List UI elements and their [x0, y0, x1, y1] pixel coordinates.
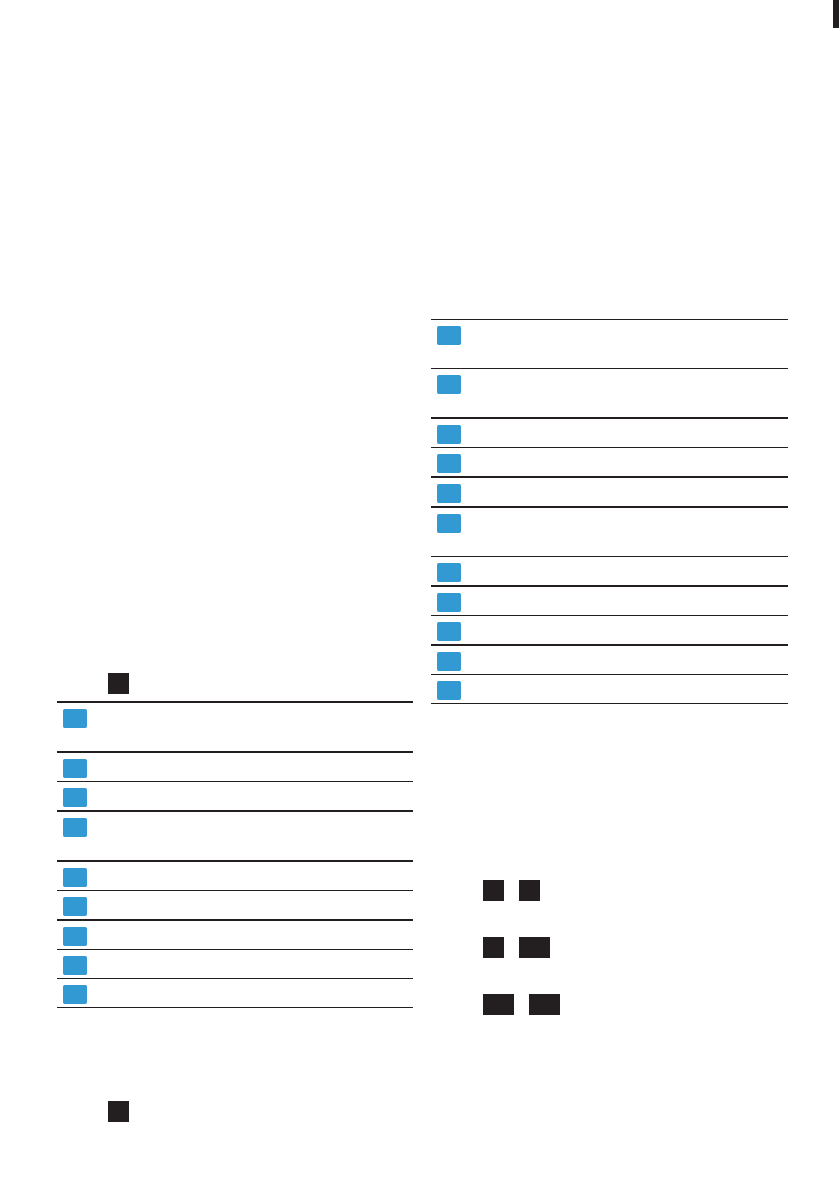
table-row	[57, 782, 413, 812]
table-row	[57, 891, 413, 921]
row-marker-icon	[437, 622, 461, 641]
table-row	[431, 419, 788, 448]
table-row	[431, 557, 788, 587]
table-row	[57, 812, 413, 862]
row-marker-icon	[63, 759, 87, 778]
key-symbol	[108, 1101, 129, 1122]
row-marker-icon	[437, 652, 461, 671]
row-marker-icon	[437, 593, 461, 612]
row-marker-icon	[437, 326, 461, 345]
row-marker-icon	[63, 868, 87, 887]
row-marker-icon	[437, 425, 461, 444]
table-row	[57, 753, 413, 782]
table-row	[431, 616, 788, 646]
table-row	[431, 508, 788, 557]
key-symbol	[529, 994, 560, 1015]
key-symbol	[108, 673, 129, 694]
table-row	[57, 979, 413, 1008]
row-marker-icon	[63, 956, 87, 975]
left-table	[57, 701, 413, 1008]
key-symbol	[483, 880, 504, 901]
row-marker-icon	[63, 897, 87, 916]
page-edge-marker	[833, 0, 839, 28]
table-row	[431, 369, 788, 419]
table-row	[431, 587, 788, 616]
row-marker-icon	[437, 375, 461, 394]
key-symbol	[483, 994, 514, 1015]
key-symbol	[483, 937, 504, 958]
table-row	[431, 448, 788, 478]
row-marker-icon	[63, 927, 87, 946]
row-marker-icon	[437, 454, 461, 473]
right-table	[431, 319, 788, 704]
key-symbol	[519, 937, 550, 958]
key-symbol	[519, 880, 540, 901]
table-row	[57, 950, 413, 979]
table-row	[57, 921, 413, 950]
row-marker-icon	[63, 818, 87, 837]
row-marker-icon	[437, 514, 461, 533]
row-marker-icon	[63, 788, 87, 807]
row-marker-icon	[63, 985, 87, 1004]
row-marker-icon	[437, 681, 461, 700]
table-row	[431, 646, 788, 675]
table-row	[57, 862, 413, 891]
row-marker-icon	[63, 709, 87, 728]
table-row	[57, 703, 413, 753]
row-marker-icon	[437, 484, 461, 503]
table-row	[431, 478, 788, 508]
table-row	[431, 675, 788, 704]
table-row	[431, 320, 788, 369]
row-marker-icon	[437, 563, 461, 582]
